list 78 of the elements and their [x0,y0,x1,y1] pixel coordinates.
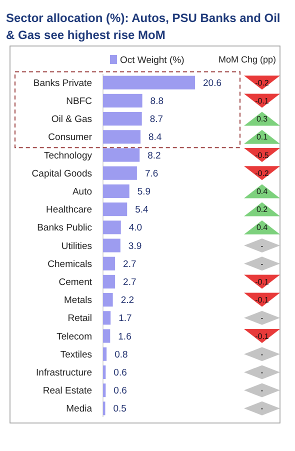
text: - [260,404,264,414]
data-label: 0.6 [114,368,127,379]
text: 0.4 [256,223,268,232]
y-tick-label: Capital Goods [32,168,92,180]
text: 0.4 [256,187,268,196]
bar [103,274,116,288]
data-label: 4.0 [128,222,142,234]
text: - [260,241,264,250]
data-label: 2.2 [120,295,134,306]
data-label: 2.7 [123,258,136,270]
data-label: 8.2 [148,150,161,162]
y-tick-label: Technology [44,150,92,162]
y-tick-label: Banks Public [37,222,92,234]
text: - [260,350,264,359]
text: 0.2 [256,205,268,214]
data-label: 5.9 [137,186,151,198]
data-label: 2.7 [123,277,136,288]
y-tick-label: Textiles [60,349,92,360]
data-label: 1.7 [118,313,132,324]
y-tick-label: NBFC [66,96,92,108]
chart-title: Sector allocation (%): Autos, PSU Banks and Oil & Gas see highest rise MoM [6,11,280,42]
text: - [260,314,264,323]
text: -0.1 [255,332,270,341]
data-label: 5.4 [135,204,148,216]
y-tick-label: Oil & Gas [51,114,92,126]
y-tick-label: Metals [64,295,92,306]
bar [103,238,120,252]
data-label: 7.6 [144,168,158,180]
bar [103,329,110,343]
data-label: 20.6 [203,78,222,89]
text: 0.3 [256,114,268,124]
y-tick-label: Real Estate [42,386,92,397]
bar [103,130,141,144]
y-tick-label: Infrastructure [36,368,92,379]
bar [103,202,128,216]
y-tick-label: Healthcare [46,204,92,216]
bar [103,311,111,325]
bar [103,256,116,270]
data-label: 8.4 [148,132,162,144]
y-tick-label: Banks Private [33,78,92,89]
text: -0.1 [255,96,270,106]
data-label: 3.9 [128,240,142,252]
bar [103,220,121,234]
text: 0.1 [256,132,268,142]
bar [103,76,195,90]
y-tick-label: Media [66,404,93,415]
y-tick-label: Utilities [61,240,92,252]
bar [103,148,140,162]
bar [103,184,130,198]
bar [103,384,106,398]
data-label: 0.6 [114,386,127,397]
data-label: 1.6 [118,331,132,342]
text: MoM Chg (pp) [218,54,276,65]
text: - [260,368,264,377]
y-tick-label: Auto [72,186,92,198]
y-tick-label: Telecom [56,331,92,342]
legend-label: Oct Weight (%) [120,54,184,66]
y-tick-label: Cement [58,277,92,288]
data-label: 0.8 [114,349,128,360]
text: - [260,386,264,396]
data-label: 0.5 [113,404,126,415]
y-tick-label: Chemicals [48,258,92,270]
data-label: 8.8 [150,96,164,108]
text: - [260,259,264,268]
text: -0.1 [255,296,270,305]
bar [103,365,106,379]
data-label: 8.7 [150,114,164,126]
y-tick-label: Consumer [48,132,92,144]
bar [103,112,142,126]
bar [103,166,137,180]
text: -0.2 [255,78,270,88]
y-tick-label: Retail [68,313,92,324]
bar [103,293,113,307]
text: -0.5 [255,150,270,160]
text: -0.2 [255,168,270,178]
bar [103,94,142,108]
bar [103,347,107,361]
text: -0.1 [255,278,270,286]
